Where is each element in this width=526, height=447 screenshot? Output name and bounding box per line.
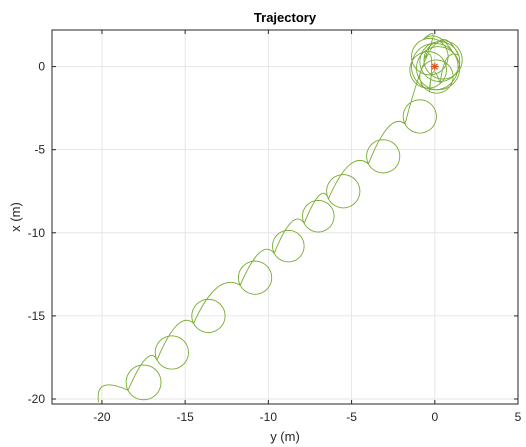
y-axis-label: x (m) xyxy=(8,202,23,232)
x-tick-label: -10 xyxy=(260,410,278,424)
target-marker-stroke xyxy=(431,63,439,70)
y-tick-label: -20 xyxy=(28,392,46,406)
x-tick-label: -20 xyxy=(93,410,111,424)
x-tick-label: -15 xyxy=(176,410,194,424)
y-tick-label: -15 xyxy=(28,309,46,323)
x-tick-label: 0 xyxy=(431,410,438,424)
y-tick-label: -5 xyxy=(34,143,45,157)
trajectory-line xyxy=(97,33,463,403)
target-marker xyxy=(430,62,439,71)
plot-area xyxy=(52,30,518,404)
x-tick-label: 5 xyxy=(515,410,522,424)
x-tick-label: -5 xyxy=(346,410,357,424)
x-axis-label: y (m) xyxy=(270,429,300,444)
trajectory-series xyxy=(97,33,463,403)
chart-title: Trajectory xyxy=(254,10,317,25)
ticks: -20 -15 -10 -5 0 5 -20 -15 -10 -5 0 xyxy=(28,30,522,424)
plot-frame xyxy=(51,29,519,405)
y-tick-label: 0 xyxy=(38,60,45,74)
y-tick-label: -10 xyxy=(28,226,46,240)
